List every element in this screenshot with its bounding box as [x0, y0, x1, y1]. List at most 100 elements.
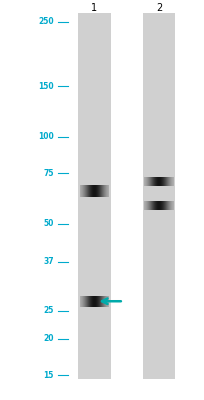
Bar [100, 296, 101, 307]
Bar [93, 186, 94, 196]
FancyBboxPatch shape [142, 13, 174, 379]
Bar [144, 177, 145, 186]
Bar [103, 296, 104, 307]
Bar [150, 177, 151, 186]
Bar [106, 186, 107, 196]
Bar [155, 201, 156, 210]
Text: 75: 75 [43, 168, 54, 178]
Bar [83, 296, 84, 307]
Bar [93, 296, 94, 307]
Bar [172, 201, 173, 210]
Bar [90, 186, 91, 196]
Text: 25: 25 [43, 306, 54, 316]
Bar [144, 201, 145, 210]
Bar [107, 186, 108, 196]
Bar [146, 177, 147, 186]
Bar [87, 296, 88, 307]
Bar [151, 177, 152, 186]
Bar [167, 201, 168, 210]
Bar [100, 186, 101, 196]
Bar [160, 177, 161, 186]
Bar [171, 177, 172, 186]
Bar [153, 201, 154, 210]
Bar [89, 296, 90, 307]
Bar [149, 201, 150, 210]
Bar [162, 177, 163, 186]
Bar [84, 296, 85, 307]
Bar [157, 177, 158, 186]
Bar [97, 296, 98, 307]
Bar [98, 296, 99, 307]
Bar [158, 201, 159, 210]
Bar [169, 177, 170, 186]
Bar [95, 186, 96, 196]
Bar [160, 201, 161, 210]
Bar [168, 201, 169, 210]
Bar [164, 201, 165, 210]
Bar [166, 201, 167, 210]
Bar [169, 201, 170, 210]
Bar [79, 296, 80, 307]
Bar [102, 296, 103, 307]
Text: 15: 15 [43, 370, 54, 380]
Text: 2: 2 [155, 3, 161, 13]
Text: 100: 100 [38, 132, 54, 142]
Bar [164, 177, 165, 186]
Text: 20: 20 [43, 334, 54, 344]
Bar [161, 177, 162, 186]
Bar [106, 296, 107, 307]
Bar [89, 186, 90, 196]
Bar [154, 201, 155, 210]
Bar [92, 186, 93, 196]
Bar [92, 296, 93, 307]
Bar [168, 177, 169, 186]
Bar [98, 186, 99, 196]
Bar [108, 296, 109, 307]
Bar [96, 186, 97, 196]
Bar [148, 177, 149, 186]
Bar [105, 186, 106, 196]
Bar [88, 296, 89, 307]
Bar [80, 296, 81, 307]
Bar [151, 201, 152, 210]
Bar [149, 177, 150, 186]
Bar [103, 186, 104, 196]
Bar [96, 296, 97, 307]
Bar [94, 186, 95, 196]
Bar [152, 177, 153, 186]
Bar [158, 177, 159, 186]
Bar [99, 186, 100, 196]
Bar [147, 177, 148, 186]
FancyBboxPatch shape [78, 13, 110, 379]
Bar [88, 186, 89, 196]
Bar [95, 296, 96, 307]
Bar [86, 296, 87, 307]
Bar [159, 177, 160, 186]
Text: 250: 250 [38, 18, 54, 26]
Bar [171, 201, 172, 210]
Text: 37: 37 [43, 257, 54, 266]
Bar [85, 296, 86, 307]
Bar [161, 201, 162, 210]
Bar [105, 296, 106, 307]
Bar [84, 186, 85, 196]
Bar [152, 201, 153, 210]
Bar [99, 296, 100, 307]
Bar [147, 201, 148, 210]
Bar [145, 201, 146, 210]
Bar [153, 177, 154, 186]
Text: 1: 1 [91, 3, 97, 13]
Bar [79, 186, 80, 196]
Bar [150, 201, 151, 210]
Bar [156, 177, 157, 186]
Bar [104, 186, 105, 196]
Bar [90, 296, 91, 307]
Bar [81, 186, 82, 196]
Bar [81, 296, 82, 307]
Bar [91, 296, 92, 307]
Bar [167, 177, 168, 186]
Bar [155, 177, 156, 186]
Bar [101, 296, 102, 307]
Bar [86, 186, 87, 196]
Bar [107, 296, 108, 307]
